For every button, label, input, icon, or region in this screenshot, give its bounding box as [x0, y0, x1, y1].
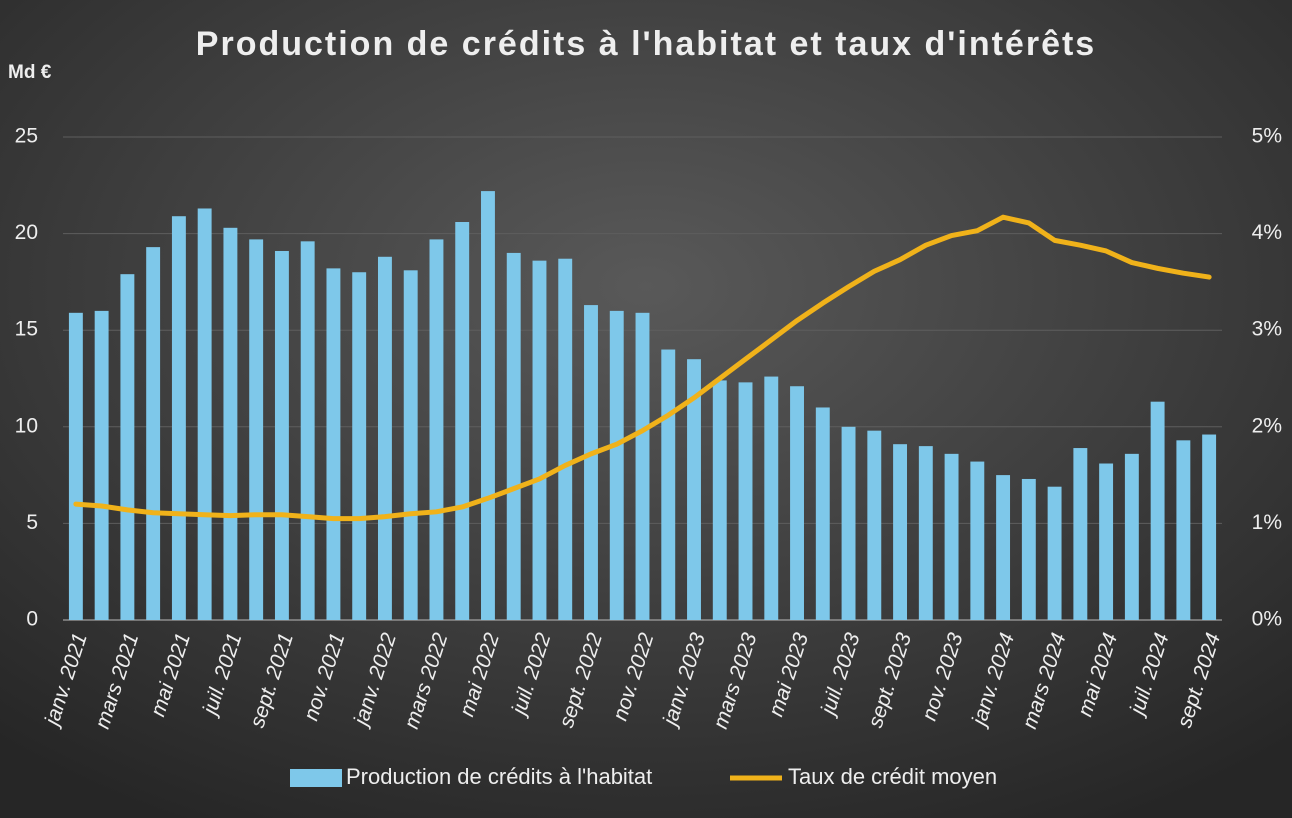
bar — [455, 222, 470, 620]
chart-title: Production de crédits à l'habitat et tau… — [196, 25, 1096, 63]
y2-tick-label: 1% — [1252, 511, 1282, 534]
legend-label: Production de crédits à l'habitat — [346, 764, 652, 789]
bar — [1176, 440, 1191, 620]
bar — [481, 191, 495, 620]
bar — [996, 475, 1011, 620]
bar — [326, 268, 341, 620]
bar — [609, 310, 624, 620]
bar — [764, 376, 779, 620]
bar — [68, 312, 83, 620]
bar — [815, 407, 830, 620]
bar — [1047, 486, 1062, 620]
y2-tick-label: 4% — [1252, 221, 1282, 244]
y2-tick-label: 3% — [1252, 318, 1282, 341]
bar — [790, 386, 804, 620]
bar — [532, 260, 547, 620]
y-tick-label: 5 — [26, 511, 38, 534]
bar — [429, 239, 444, 620]
y-tick-label: 20 — [15, 221, 38, 244]
bar — [94, 310, 109, 620]
bar — [352, 272, 367, 620]
bar — [944, 453, 959, 620]
bar — [1099, 463, 1114, 620]
bar — [120, 274, 135, 620]
bar — [635, 312, 650, 620]
bar — [1202, 434, 1217, 620]
bar — [918, 446, 933, 620]
legend-swatch — [290, 769, 342, 787]
bar — [558, 258, 573, 620]
bar — [841, 426, 856, 620]
bar — [300, 241, 315, 620]
bar — [403, 270, 418, 620]
bar — [506, 252, 521, 621]
bar — [197, 208, 212, 620]
bar — [1021, 478, 1036, 620]
y-tick-label: 15 — [15, 318, 38, 341]
y2-tick-label: 5% — [1252, 125, 1282, 148]
bar — [223, 227, 238, 620]
bar — [171, 216, 186, 620]
bar — [274, 250, 289, 620]
bar — [377, 256, 392, 620]
line — [73, 214, 1212, 522]
y-tick-label: 0 — [26, 608, 38, 631]
bar — [893, 444, 908, 620]
y-tick-label: 25 — [15, 125, 38, 148]
bar — [712, 380, 727, 620]
bar — [970, 461, 985, 620]
y2-tick-label: 2% — [1252, 414, 1282, 437]
bar — [146, 247, 161, 620]
bar — [661, 349, 676, 620]
bar — [738, 382, 753, 620]
bar — [1124, 453, 1139, 620]
bar — [867, 430, 882, 620]
bar — [1073, 448, 1088, 620]
bar — [1150, 401, 1165, 620]
y-tick-label: 10 — [15, 414, 38, 437]
bar — [584, 305, 598, 620]
bar — [687, 359, 701, 620]
legend-label: Taux de crédit moyen — [788, 764, 997, 789]
bar — [249, 239, 264, 620]
y-axis-label: Md € — [8, 62, 52, 83]
y2-tick-label: 0% — [1252, 608, 1282, 631]
